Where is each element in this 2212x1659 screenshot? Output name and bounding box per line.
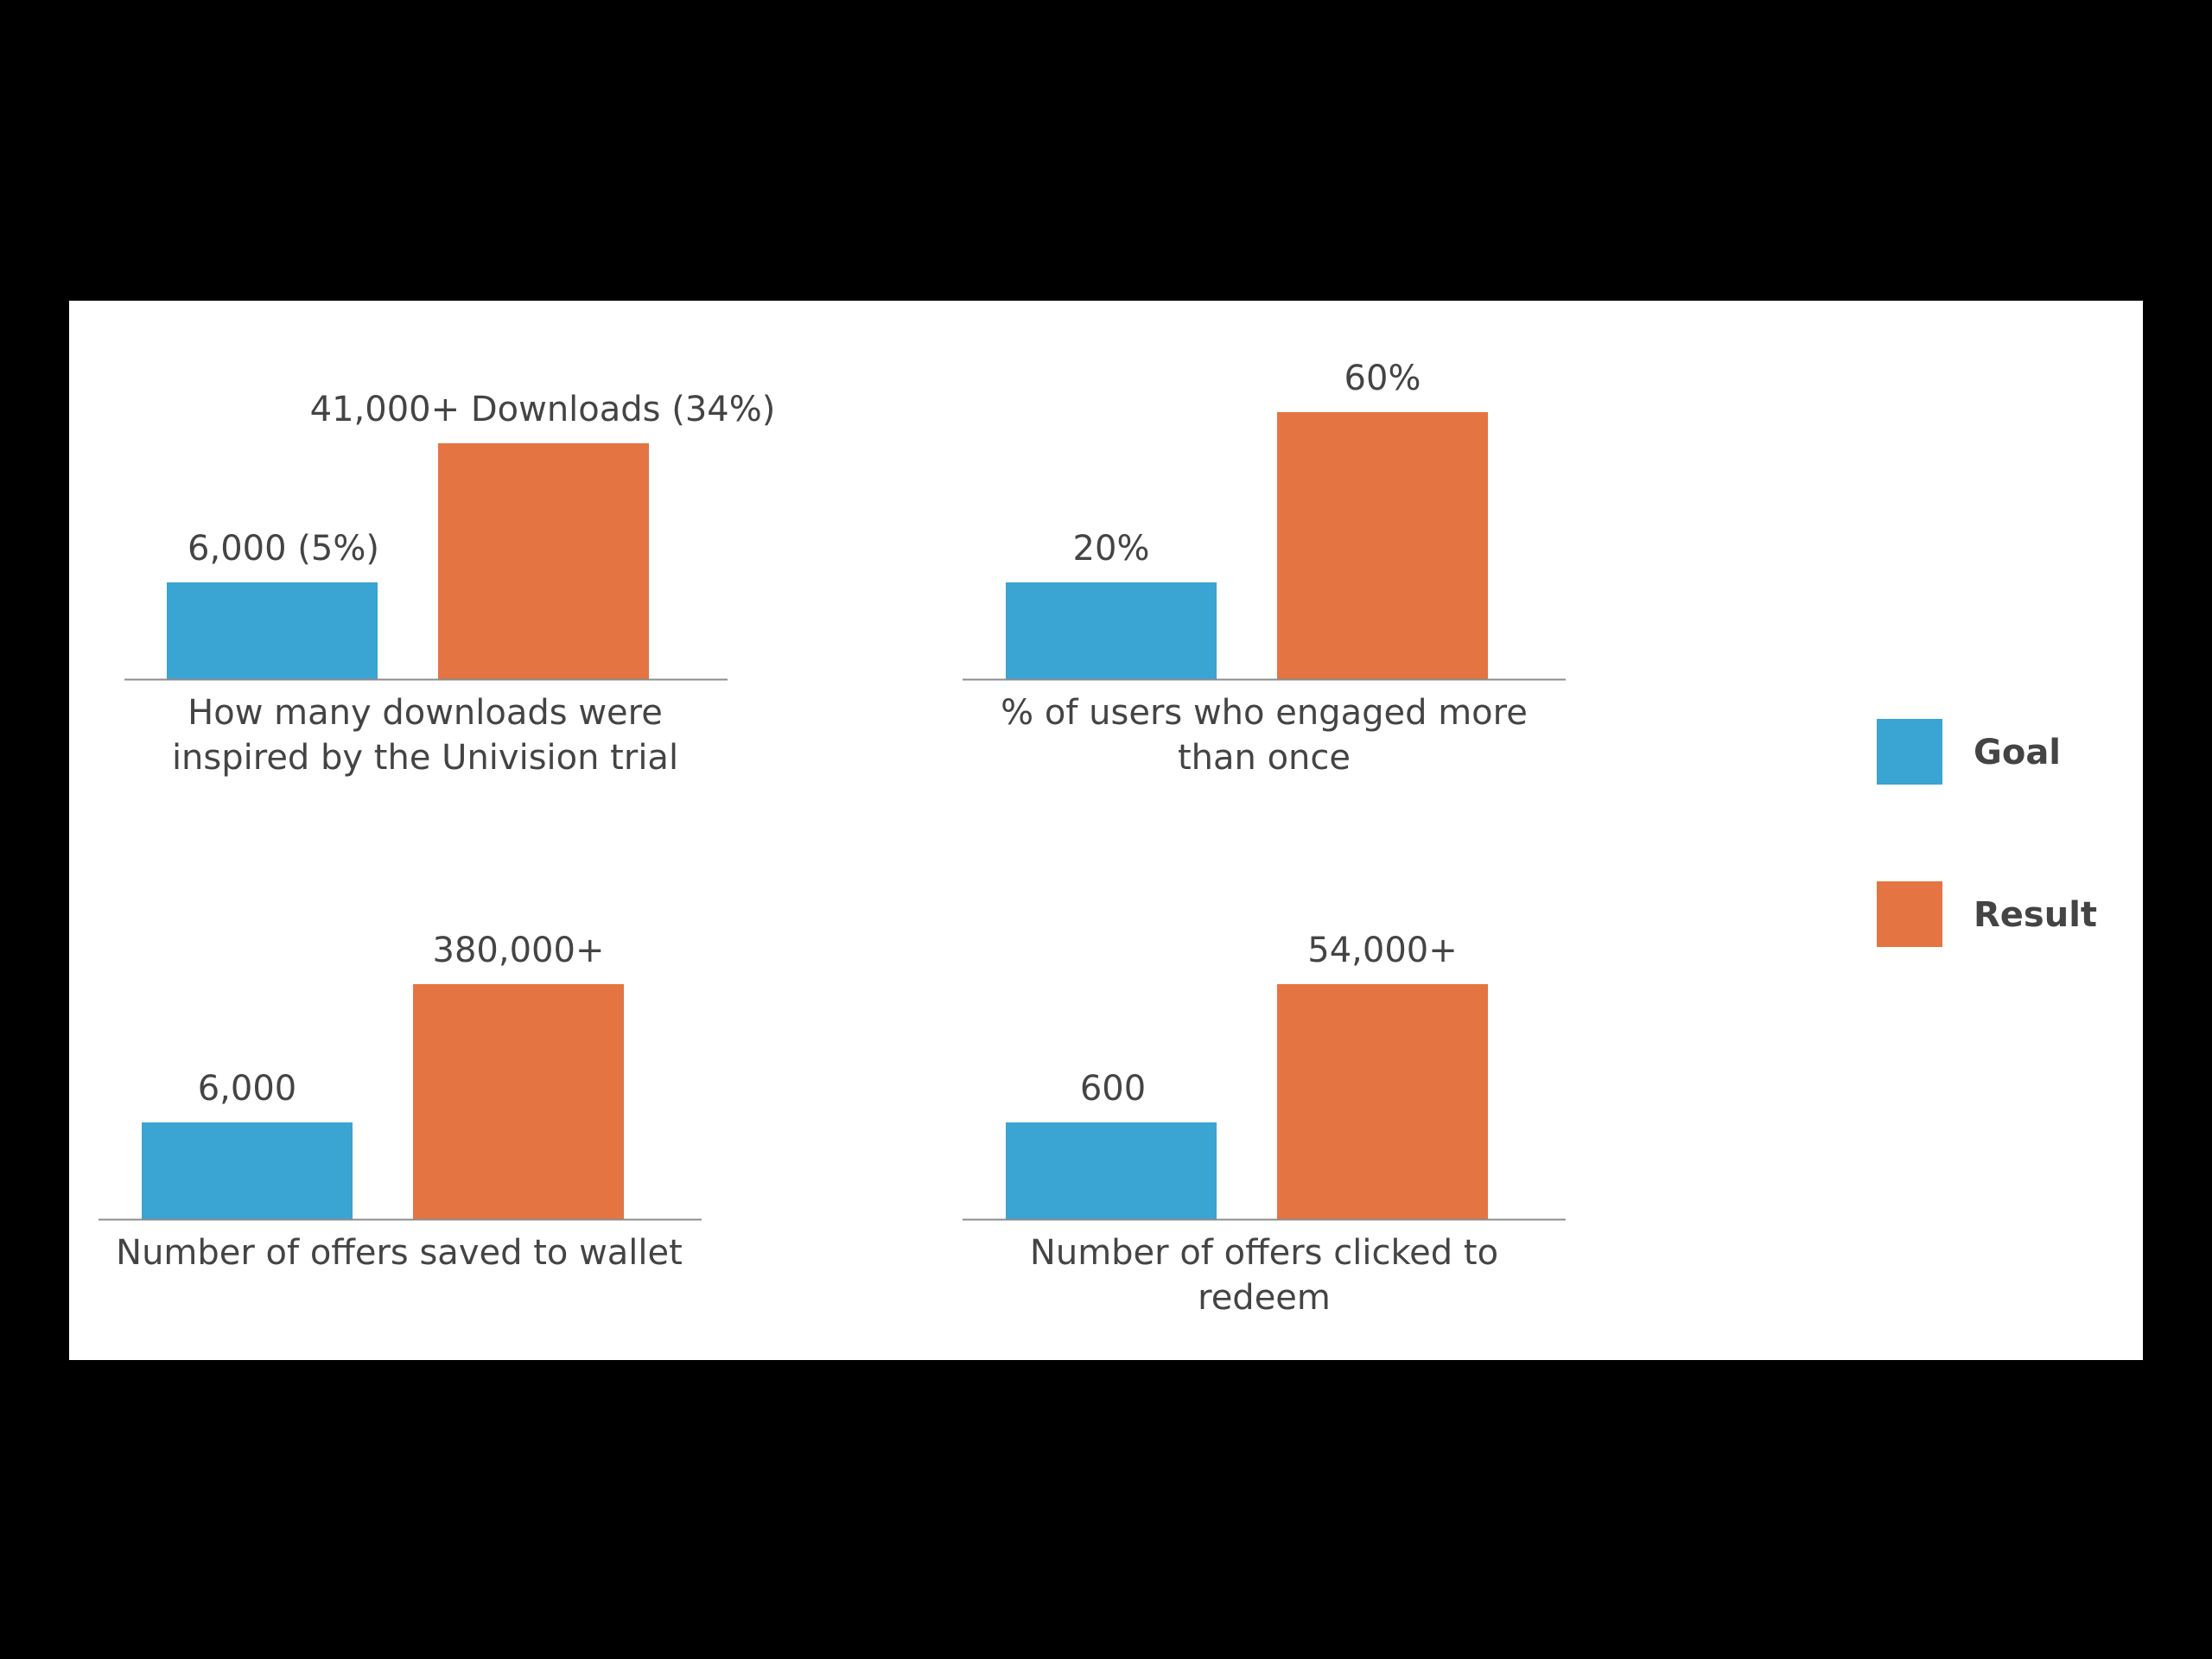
legend-swatch-goal — [1877, 719, 1942, 785]
value-label-goal-chart-4: 600 — [1080, 1069, 1146, 1109]
bar-goal-chart-1 — [167, 582, 378, 679]
caption-line-1-chart-2: % of users who engaged more — [1001, 693, 1528, 733]
value-label-goal-chart-3: 6,000 — [198, 1069, 297, 1109]
bar-goal-chart-3 — [142, 1122, 353, 1219]
bar-result-chart-1 — [438, 443, 649, 679]
caption-line-1-chart-4: Number of offers clicked to — [1030, 1233, 1498, 1273]
bar-result-chart-3 — [413, 984, 624, 1219]
bar-result-chart-2 — [1277, 412, 1488, 679]
caption-line-2-chart-1: inspired by the Univision trial — [172, 738, 678, 778]
value-label-goal-chart-2: 20% — [1073, 529, 1150, 569]
value-label-result-chart-3: 380,000+ — [433, 931, 605, 970]
caption-line-1-chart-3: Number of offers saved to wallet — [116, 1233, 683, 1273]
chart-panel: 6,000 (5%) 41,000+ Downloads (34%) How man… — [69, 301, 2143, 1360]
caption-line-1-chart-1: How many downloads were — [188, 693, 663, 733]
bar-goal-chart-4 — [1006, 1122, 1217, 1219]
legend-swatch-result — [1877, 881, 1942, 947]
legend-label-goal: Goal — [1974, 733, 2061, 772]
charts-svg: 6,000 (5%) 41,000+ Downloads (34%) How man… — [99, 359, 2097, 1318]
caption-line-2-chart-2: than once — [1178, 738, 1351, 778]
value-label-result-chart-4: 54,000+ — [1307, 931, 1457, 970]
bar-result-chart-4 — [1277, 984, 1488, 1219]
value-label-result-chart-2: 60% — [1344, 359, 1421, 398]
bar-goal-chart-2 — [1006, 582, 1217, 679]
value-label-result-chart-1: 41,000+ Downloads (34%) — [310, 390, 776, 429]
caption-line-2-chart-4: redeem — [1198, 1278, 1331, 1318]
legend-label-result: Result — [1974, 895, 2097, 935]
value-label-goal-chart-1: 6,000 (5%) — [188, 529, 379, 569]
